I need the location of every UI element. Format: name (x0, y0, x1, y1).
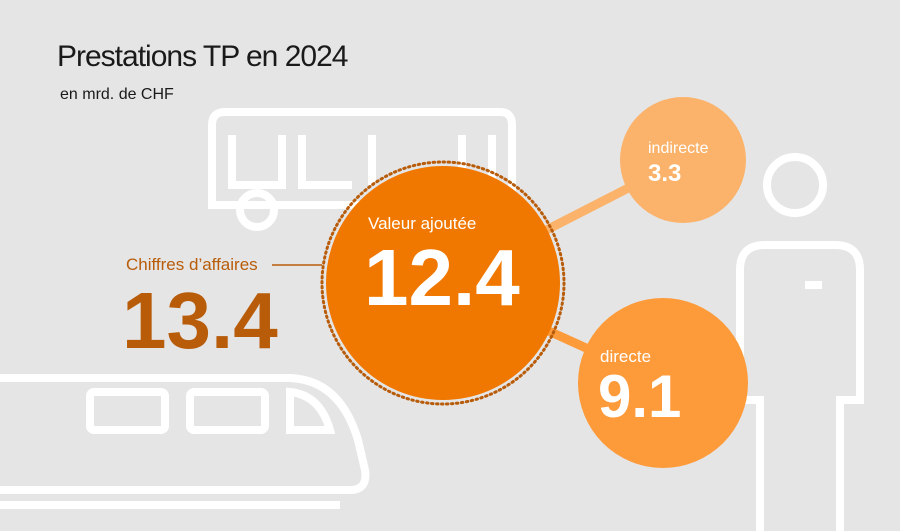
direct-bubble (578, 298, 748, 468)
indirect-label: indirecte (648, 140, 709, 157)
revenue-ring (320, 160, 566, 406)
chart-title: Prestations TP en 2024 (57, 40, 348, 73)
person-icon (736, 153, 864, 531)
direct-value: 9.1 (598, 363, 682, 430)
indirect-value: 3.3 (648, 160, 682, 187)
value-added-value: 12.4 (364, 233, 520, 322)
value-added-label: Valeur ajoutée (368, 214, 477, 233)
indirect-bubble (620, 97, 746, 223)
value-added-bubble (326, 166, 560, 400)
bus-icon (208, 108, 516, 231)
chart-subtitle: en mrd. de CHF (60, 86, 174, 103)
direct-label: directe (600, 347, 652, 366)
revenue-value: 13.4 (122, 276, 278, 365)
train-icon (0, 374, 370, 509)
revenue-label: Chiffres d’affaires (126, 255, 258, 274)
